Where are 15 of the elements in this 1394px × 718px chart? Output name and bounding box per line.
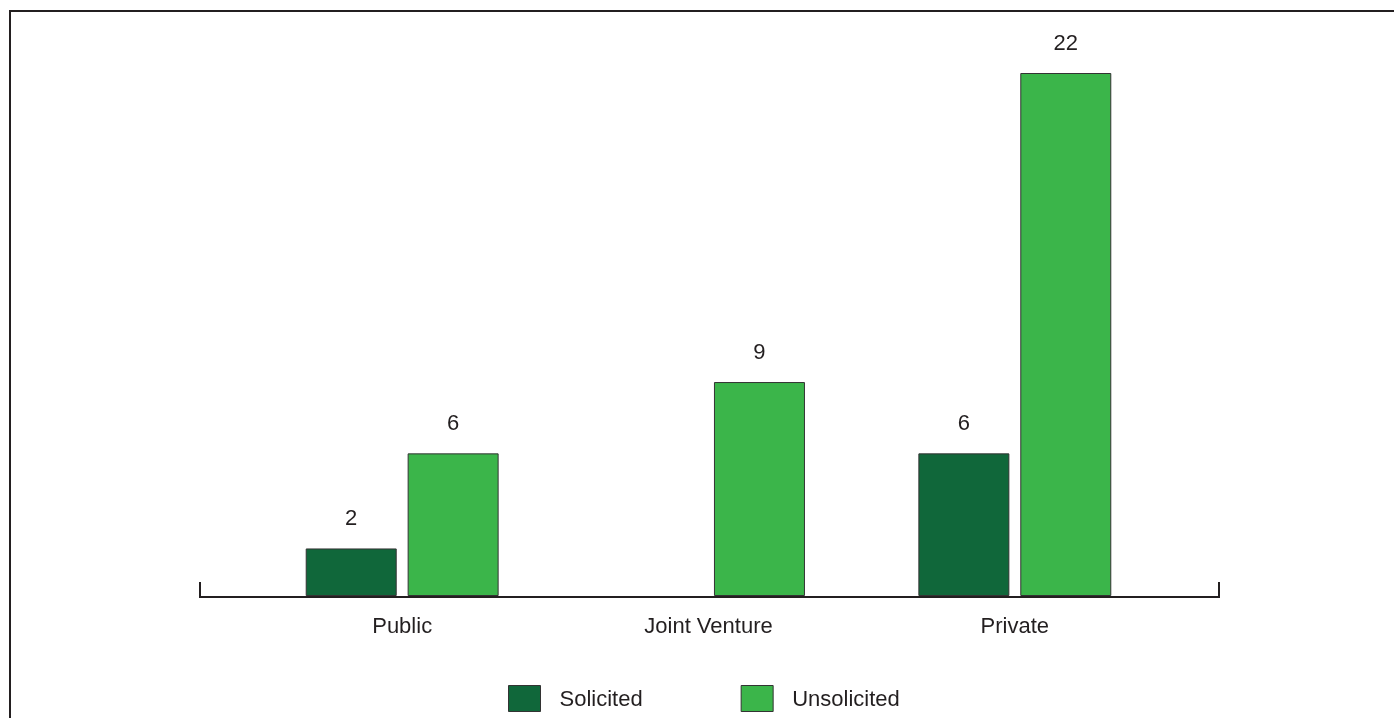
x-tick-label: Joint Venture — [644, 612, 773, 638]
data-label: 9 — [753, 338, 766, 364]
legend-label: Unsolicited — [792, 686, 900, 711]
data-label: 6 — [957, 409, 970, 435]
x-tick-label: Public — [372, 612, 433, 638]
data-label: 22 — [1053, 29, 1079, 55]
bar — [713, 382, 805, 596]
data-label: 6 — [447, 409, 460, 435]
legend-label: Solicited — [559, 686, 643, 711]
bar — [407, 453, 499, 596]
bar — [1020, 73, 1112, 596]
bar — [305, 548, 397, 596]
data-label: 2 — [345, 504, 358, 530]
bar — [918, 453, 1010, 596]
x-tick-label: Private — [980, 612, 1050, 638]
